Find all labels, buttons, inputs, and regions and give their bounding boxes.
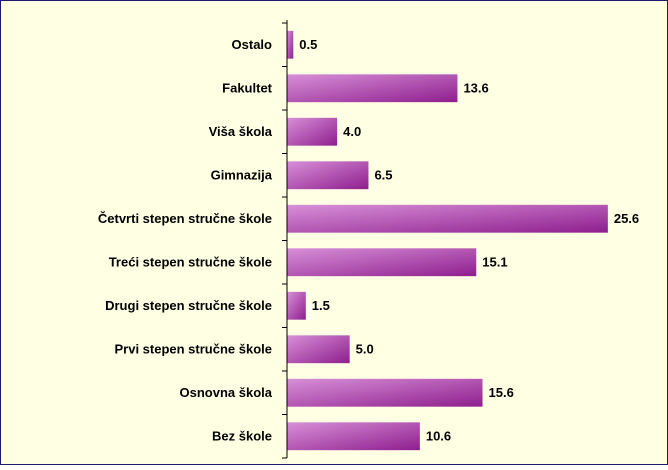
- bar: [287, 335, 350, 364]
- value-label: 4.0: [343, 124, 361, 139]
- value-label: 5.0: [356, 342, 374, 357]
- y-tick-label: Drugi stepen stručne škole: [105, 298, 272, 313]
- value-label: 15.6: [489, 385, 514, 400]
- value-label: 13.6: [463, 81, 488, 96]
- value-label: 6.5: [374, 168, 392, 183]
- bar: [287, 30, 294, 59]
- bar: [287, 161, 369, 190]
- y-tick-label: Fakultet: [222, 81, 273, 96]
- y-tick-label: Osnovna škola: [180, 385, 273, 400]
- bar: [287, 422, 420, 451]
- y-tick-label: Viša škola: [209, 124, 273, 139]
- y-tick-label: Četvrti stepen stručne škole: [98, 211, 272, 226]
- value-label: 25.6: [614, 211, 639, 226]
- bar: [287, 378, 483, 407]
- bar: [287, 291, 306, 320]
- y-tick-label: Prvi stepen stručne škole: [114, 342, 272, 357]
- y-tick-label: Ostalo: [232, 37, 273, 52]
- value-label: 10.6: [426, 429, 451, 444]
- value-label: 1.5: [312, 298, 330, 313]
- value-label: 15.1: [482, 255, 507, 270]
- y-tick-label: Treći stepen stručne škole: [109, 255, 272, 270]
- y-tick-label: Bez škole: [212, 429, 272, 444]
- bar: [287, 248, 477, 277]
- bar: [287, 204, 608, 233]
- value-label: 0.5: [299, 37, 317, 52]
- bar: [287, 74, 458, 103]
- y-tick-label: Gimnazija: [211, 168, 273, 183]
- bar: [287, 117, 338, 146]
